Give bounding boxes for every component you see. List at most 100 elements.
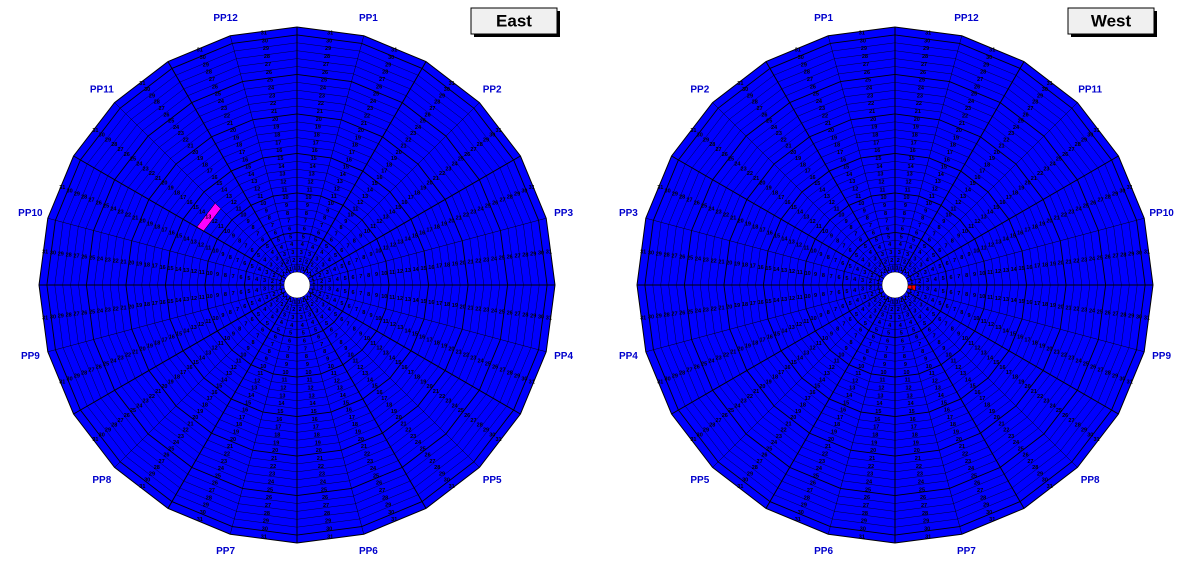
cell-label: 1 — [285, 269, 288, 275]
cell-label: 7 — [953, 258, 956, 264]
cell-label: 6 — [915, 230, 918, 236]
cell-label: 25 — [728, 157, 734, 163]
cell-label: 17 — [426, 337, 432, 343]
cell-label: 12 — [988, 243, 994, 249]
cell-label: 8 — [903, 354, 906, 360]
cell-label: 25 — [103, 362, 109, 368]
pp-label: PP2 — [483, 84, 502, 95]
cell-label: 8 — [960, 310, 963, 316]
cell-label: 21 — [271, 456, 277, 462]
cell-label: 10 — [946, 213, 952, 219]
sector-line — [904, 102, 1078, 276]
cell-label: 28 — [922, 511, 928, 517]
cell-label: 29 — [801, 503, 807, 509]
cell-label: 24 — [1050, 403, 1057, 409]
cell-label: 9 — [285, 362, 288, 368]
cell-label: 19 — [452, 262, 458, 268]
cell-label: 14 — [199, 210, 206, 216]
cell-label: 18 — [202, 402, 208, 408]
cell-label: 12 — [932, 186, 938, 192]
cell-label: 18 — [1032, 225, 1038, 231]
cell-label: 19 — [197, 156, 203, 162]
cell-label: 10 — [224, 336, 230, 342]
cell-label: 19 — [1050, 303, 1056, 309]
pp-label: PP4 — [619, 351, 638, 362]
cell-label: 8 — [866, 349, 869, 355]
cell-label: 7 — [957, 274, 960, 280]
cell-label: 26 — [464, 152, 470, 158]
cell-label: 1 — [877, 280, 880, 286]
disk: 1 2 3 4 5 6 7 8 9 10 11 12 13 14 15 16 17 18 19 20 21 22 23 24 2… — [38, 26, 556, 544]
cell-label: 8 — [921, 349, 924, 355]
cell-label: 10 — [282, 370, 288, 376]
cell-label: 1 — [302, 298, 305, 304]
cell-label: 17 — [750, 264, 756, 270]
cell-label: 14 — [413, 298, 420, 304]
cell-label: 30 — [521, 377, 527, 383]
cell-label: 20 — [396, 415, 402, 421]
cell-label: 13 — [995, 240, 1001, 246]
cell-label: 21 — [718, 260, 724, 266]
cell-label: 17 — [152, 301, 158, 307]
cell-label: 21 — [1054, 349, 1060, 355]
cell-label: 6 — [938, 317, 941, 323]
cell-label: 7 — [933, 334, 936, 340]
cell-label: 17 — [947, 415, 953, 421]
cell-label: 20 — [316, 448, 322, 454]
cell-label: 17 — [1034, 264, 1040, 270]
cell-label: 20 — [272, 117, 278, 123]
cell-label: 2 — [874, 298, 877, 304]
cell-label: 23 — [965, 106, 971, 112]
cell-label: 23 — [1081, 258, 1087, 264]
cell-label: 22 — [781, 428, 787, 434]
cell-label: 27 — [209, 488, 215, 494]
cell-label: 15 — [372, 181, 378, 187]
cell-label: 16 — [874, 417, 880, 423]
cell-label: 5 — [887, 234, 890, 240]
pp-label: PP12 — [954, 13, 979, 24]
sector-line — [309, 288, 547, 353]
cell-label: 14 — [938, 393, 945, 399]
cell-label: 8 — [353, 326, 356, 332]
cell-label: 30 — [1087, 432, 1093, 438]
cell-label: 7 — [953, 307, 956, 313]
cell-label: 27 — [117, 418, 123, 424]
cell-label: 9 — [306, 362, 309, 368]
cell-label: 8 — [224, 273, 227, 279]
cell-label: 30 — [798, 55, 804, 61]
cell-label: 15 — [791, 360, 797, 366]
cell-label: 15 — [1010, 234, 1016, 240]
cell-label: 19 — [233, 135, 239, 141]
cell-label: 26 — [124, 413, 130, 419]
cell-label: 3 — [308, 252, 311, 258]
cell-label: 9 — [221, 252, 224, 258]
cell-label: 31 — [59, 380, 65, 386]
cell-label: 9 — [247, 219, 250, 225]
cell-label: 27 — [671, 311, 677, 317]
cell-label: 24 — [1050, 161, 1057, 167]
beam-hole — [881, 271, 909, 299]
cell-label: 26 — [1105, 254, 1111, 260]
cell-label: 10 — [305, 370, 311, 376]
cell-label: 9 — [845, 219, 848, 225]
cell-label: 12 — [988, 322, 994, 328]
cell-label: 6 — [949, 290, 952, 296]
cell-label: 23 — [1043, 399, 1049, 405]
cell-label: 24 — [816, 466, 823, 472]
cell-label: 5 — [340, 264, 343, 270]
cell-label: 24 — [370, 466, 377, 472]
cell-label: 14 — [389, 355, 396, 361]
cell-label: 1 — [309, 272, 312, 278]
cell-label: 23 — [1043, 166, 1049, 172]
cell-label: 22 — [439, 171, 445, 177]
cell-label: 16 — [428, 300, 434, 306]
cell-label: 15 — [1010, 331, 1016, 337]
cell-label: 19 — [233, 430, 239, 436]
cell-label: 28 — [264, 511, 270, 517]
cell-label: 8 — [849, 225, 852, 231]
cell-label: 9 — [973, 293, 976, 299]
cell-label: 3 — [867, 263, 870, 269]
pp-label: PP9 — [1152, 351, 1171, 362]
cell-label: 13 — [824, 194, 830, 200]
cell-label: 12 — [376, 346, 382, 352]
